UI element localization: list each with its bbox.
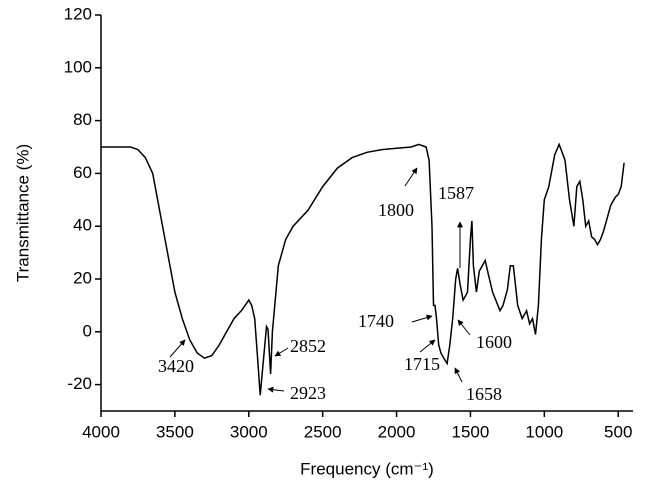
annotation: 1800 xyxy=(378,200,414,220)
annotation-arrow xyxy=(419,339,436,353)
y-tick-label: 120 xyxy=(64,4,92,23)
y-tick-label: 20 xyxy=(73,268,92,287)
x-axis-label: Frequency (cm⁻¹) xyxy=(300,459,434,478)
annotation-arrow xyxy=(169,339,186,358)
y-tick-label: 40 xyxy=(73,216,92,235)
annotation: 2852 xyxy=(290,336,326,356)
x-tick-label: 3000 xyxy=(230,422,268,441)
y-tick-label: -20 xyxy=(67,374,92,393)
annotation-arrow xyxy=(457,319,471,336)
y-tick-label: 100 xyxy=(64,57,92,76)
annotation: 1715 xyxy=(404,354,440,374)
spectrum-line xyxy=(101,142,625,396)
y-tick-label: 60 xyxy=(73,163,92,182)
x-tick-label: 3500 xyxy=(156,422,194,441)
annotation-arrow xyxy=(411,314,433,323)
x-tick-label: 500 xyxy=(604,422,632,441)
x-tick-label: 1500 xyxy=(452,422,490,441)
annotation: 1587 xyxy=(438,183,474,203)
annotation: 1740 xyxy=(358,311,394,331)
annotation-arrow xyxy=(454,367,463,383)
x-tick-label: 1000 xyxy=(525,422,563,441)
annotation: 2923 xyxy=(290,383,326,403)
x-tick-label: 4000 xyxy=(82,422,120,441)
x-tick-label: 2000 xyxy=(378,422,416,441)
annotation: 3420 xyxy=(158,356,194,376)
annotation-arrow xyxy=(267,386,285,393)
y-axis-label: Transmittance (%) xyxy=(13,144,32,282)
y-tick-label: 80 xyxy=(73,110,92,129)
y-tick-label: 0 xyxy=(83,321,92,340)
annotation-arrow xyxy=(274,347,289,357)
x-tick-label: 2500 xyxy=(304,422,342,441)
annotation-arrow xyxy=(404,167,418,187)
annotation: 1600 xyxy=(476,332,512,352)
annotation: 1658 xyxy=(466,384,502,404)
